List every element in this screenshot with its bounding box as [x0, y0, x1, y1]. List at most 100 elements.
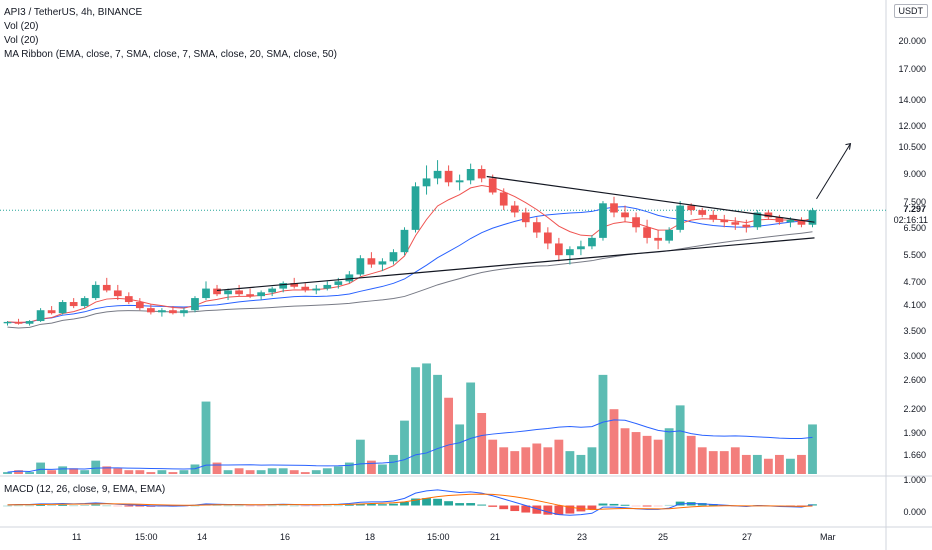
candle-body	[25, 321, 34, 324]
volume-bar	[587, 447, 597, 474]
candle-body	[510, 205, 519, 213]
macd-axis-label: 0.000	[903, 507, 926, 517]
volume-bar	[25, 472, 34, 474]
macd-histogram-bar	[631, 505, 641, 507]
volume-bar	[333, 466, 343, 474]
volume-axis-label: 2.600	[903, 375, 926, 385]
macd-histogram-bar	[69, 505, 79, 507]
volume-bar	[311, 470, 321, 474]
candle-body	[80, 298, 89, 307]
macd-histogram-bar	[642, 505, 652, 507]
currency-label[interactable]: USDT	[893, 4, 928, 18]
time-axis-label: 27	[742, 532, 753, 542]
macd-histogram-bar	[411, 498, 420, 506]
volume-bar	[631, 432, 641, 474]
volume-bar	[36, 462, 46, 474]
volume-bar	[521, 447, 531, 474]
symbol-title[interactable]: API3 / TetherUS, 4h, BINANCE	[4, 7, 143, 18]
macd-histogram-bar	[433, 498, 442, 506]
candle-body	[632, 217, 640, 228]
candle-body	[113, 290, 122, 297]
volume-bar	[201, 401, 211, 474]
macd-histogram-bar	[333, 505, 343, 507]
time-axis-label: 21	[490, 532, 501, 542]
macd-histogram-bar	[422, 498, 431, 506]
volume-bar	[808, 424, 817, 474]
candle-body	[378, 261, 387, 265]
price-axis-label: 4.700	[903, 277, 926, 287]
macd-histogram-bar	[344, 504, 354, 506]
candle-body	[169, 310, 177, 314]
macd-histogram-bar	[521, 505, 531, 513]
candle-body	[180, 310, 188, 314]
candle-body	[599, 203, 607, 238]
candle-body	[323, 284, 332, 289]
volume-bar	[47, 470, 57, 474]
macd-histogram-bar	[124, 505, 134, 507]
macd-legend[interactable]: MACD (12, 26, close, 9, EMA, EMA)	[4, 484, 166, 495]
candle-body	[731, 222, 740, 225]
volume-axis-label: 1.000	[903, 475, 926, 485]
candle-body	[213, 288, 221, 295]
price-axis-label: 20.000	[898, 36, 926, 46]
candle-body	[301, 286, 310, 291]
volume-bar	[58, 466, 68, 474]
candle-body	[654, 237, 662, 241]
candle-body	[246, 294, 254, 297]
volume-bar	[554, 439, 564, 474]
candle-body	[345, 274, 354, 282]
candle-body	[643, 227, 651, 238]
macd-histogram-bar	[653, 505, 663, 507]
volume-bar	[322, 468, 332, 474]
candle-body	[290, 283, 299, 287]
macd-histogram-bar	[499, 505, 509, 510]
upper-trendline	[486, 175, 815, 223]
volume-bar	[135, 470, 145, 474]
volume-bar	[69, 468, 79, 474]
macd-histogram-bar	[113, 505, 123, 507]
candle-body	[124, 296, 133, 303]
price-axis-label: 7.500	[903, 197, 926, 207]
ma-ribbon-label[interactable]: MA Ribbon (EMA, close, 7, SMA, close, 7,…	[4, 49, 337, 60]
macd-histogram-bar	[91, 504, 101, 506]
time-axis-label: 23	[577, 532, 588, 542]
price-axis-label: 6.500	[903, 223, 926, 233]
candle-body	[521, 212, 530, 223]
volume-bar	[499, 447, 509, 474]
volume-indicator-label-2[interactable]: Vol (20)	[4, 35, 39, 46]
macd-histogram-bar	[135, 505, 145, 507]
candle-body	[444, 170, 453, 183]
candle-body	[202, 288, 210, 299]
volume-bar	[234, 468, 244, 474]
volume-bar	[389, 454, 398, 474]
chart-legend: API3 / TetherUS, 4h, BINANCE Vol (20) Vo…	[4, 6, 337, 62]
volume-bar	[774, 454, 784, 474]
volume-bar	[730, 447, 740, 474]
volume-axis-label: 2.200	[903, 404, 926, 414]
candle-body	[621, 212, 629, 218]
candle-body	[499, 192, 508, 206]
macd-histogram-bar	[278, 505, 288, 507]
volume-bar	[366, 460, 376, 474]
candle-body	[158, 310, 166, 313]
price-axis-label: 10.500	[898, 142, 926, 152]
candle-body	[687, 205, 696, 211]
macd-histogram-bar	[444, 501, 454, 506]
volume-bar	[378, 464, 387, 474]
volume-bar	[344, 462, 354, 474]
time-axis-label: 15:00	[427, 532, 450, 542]
volume-bar	[609, 409, 619, 474]
candle-body	[224, 290, 232, 295]
volume-bar	[697, 447, 707, 474]
volume-bar	[565, 451, 575, 474]
candle-body	[47, 310, 56, 314]
volume-indicator-label[interactable]: Vol (20)	[4, 21, 39, 32]
candle-body	[797, 219, 806, 225]
price-axis-label: 14.000	[898, 95, 926, 105]
volume-bar	[400, 420, 409, 474]
volume-bar	[157, 470, 167, 474]
volume-bar	[278, 468, 288, 474]
macd-histogram-bar	[455, 503, 465, 506]
volume-bar	[444, 397, 454, 474]
